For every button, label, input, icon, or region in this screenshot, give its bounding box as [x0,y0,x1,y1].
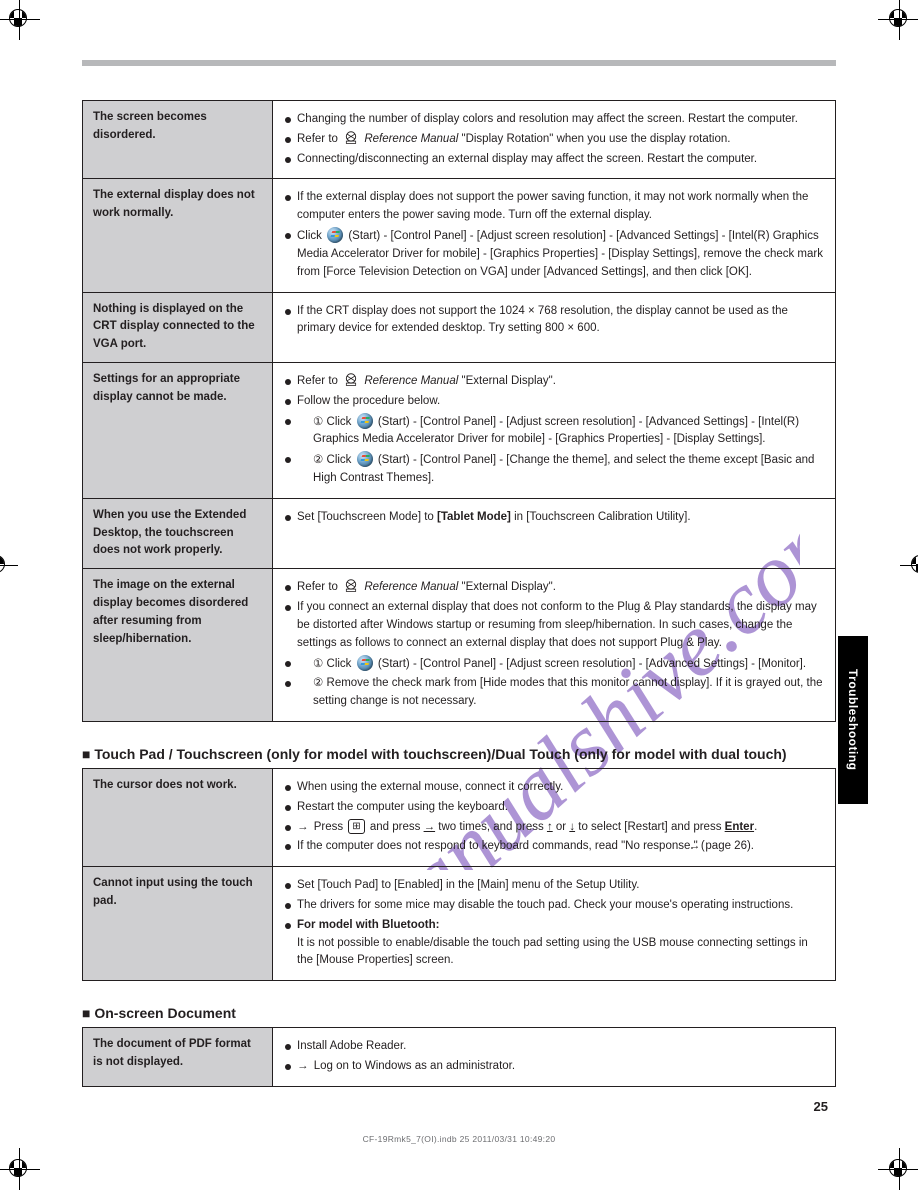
windows-start-icon [327,227,343,243]
row-label: The external display does not work norma… [83,179,273,292]
row-content: Set [Touchscreen Mode] to [Tablet Mode] … [273,498,836,568]
list-item: If the computer does not respond to keyb… [283,838,825,856]
reference-manual-icon [343,131,359,145]
list-item: Refer to Reference Manual "External Disp… [283,579,825,597]
bullet-list: Refer to Reference Manual "External Disp… [283,373,825,488]
row-content: If the CRT display does not support the … [273,292,836,362]
troubleshoot-table: The screen becomes disordered. Changing t… [82,100,836,722]
bullet-list: Changing the number of display colors an… [283,111,825,168]
registration-mark [0,544,18,586]
list-item: Changing the number of display colors an… [283,111,825,129]
bullet-list: If the external display does not support… [283,189,825,281]
row-content: Install Adobe Reader. Log on to Windows a… [273,1028,836,1087]
header-bar [82,60,836,66]
table-row: The external display does not work norma… [83,179,836,292]
table-row: Cannot input using the touch pad. Set [To… [83,867,836,981]
list-item: If the external display does not support… [283,189,825,225]
table-row: The cursor does not work. When using the … [83,768,836,866]
bullet-list: When using the external mouse, connect i… [283,779,825,856]
list-item: For model with Bluetooth:It is not possi… [283,917,825,970]
table-row: When you use the Extended Desktop, the t… [83,498,836,568]
page-content: The screen becomes disordered. Changing t… [82,100,836,1107]
registration-mark [878,1148,918,1190]
bullet-list: Set [Touchscreen Mode] to [Tablet Mode] … [283,509,825,527]
list-item: Refer to Reference Manual "Display Rotat… [283,131,825,149]
troubleshoot-table: ■ Touch Pad / Touchscreen (only for mode… [82,742,836,981]
list-item: ① Click (Start) - [Control Panel] - [Adj… [283,655,825,674]
row-label: When you use the Extended Desktop, the t… [83,498,273,568]
list-item: Refer to Reference Manual "External Disp… [283,373,825,391]
registration-mark [0,1148,40,1190]
row-label: Cannot input using the touch pad. [83,867,273,981]
list-item: Press ⊞ and press → two times, and press… [283,819,825,837]
side-tab-troubleshooting: Troubleshooting [838,636,868,804]
troubleshoot-table: ■ On-screen DocumentThe document of PDF … [82,1001,836,1087]
table-row: Nothing is displayed on the CRT display … [83,292,836,362]
bullet-list: Set [Touch Pad] to [Enabled] in the [Mai… [283,877,825,970]
section-caption: ■ On-screen Document [82,1001,836,1027]
row-label: The image on the external display become… [83,569,273,722]
bullet-list: Refer to Reference Manual "External Disp… [283,579,825,711]
list-item: Set [Touch Pad] to [Enabled] in the [Mai… [283,877,825,895]
row-content: When using the external mouse, connect i… [273,768,836,866]
row-content: If the external display does not support… [273,179,836,292]
list-item: If you connect an external display that … [283,599,825,652]
list-item: The drivers for some mice may disable th… [283,897,825,915]
table-row: The screen becomes disordered. Changing t… [83,101,836,179]
list-item: ② Remove the check mark from [Hide modes… [283,675,825,711]
table-row: Settings for an appropriate display cann… [83,362,836,498]
row-label: The document of PDF format is not displa… [83,1028,273,1087]
row-label: Nothing is displayed on the CRT display … [83,292,273,362]
list-item: When using the external mouse, connect i… [283,779,825,797]
row-content: Set [Touch Pad] to [Enabled] in the [Mai… [273,867,836,981]
row-label: The cursor does not work. [83,768,273,866]
list-item: Follow the procedure below. [283,393,825,411]
windows-start-icon [357,413,373,429]
footer-metadata: CF-19Rmk5_7(OI).indb 25 2011/03/31 10:49… [0,1134,918,1144]
keycap-win-icon: ⊞ [348,819,364,834]
reference-manual-icon [343,373,359,387]
list-item: Install Adobe Reader. [283,1038,825,1056]
list-item: Connecting/disconnecting an external dis… [283,151,825,169]
list-item: Set [Touchscreen Mode] to [Tablet Mode] … [283,509,825,527]
row-label: The screen becomes disordered. [83,101,273,179]
row-content: Refer to Reference Manual "External Disp… [273,362,836,498]
registration-mark [0,0,40,40]
table-row: The image on the external display become… [83,569,836,722]
page-number: 25 [814,1099,828,1114]
bullet-list: If the CRT display does not support the … [283,303,825,339]
windows-start-icon [357,655,373,671]
list-item: Restart the computer using the keyboard. [283,799,825,817]
row-label: Settings for an appropriate display cann… [83,362,273,498]
table-row: The document of PDF format is not displa… [83,1028,836,1087]
bullet-list: Install Adobe Reader. Log on to Windows a… [283,1038,825,1076]
list-item: If the CRT display does not support the … [283,303,825,339]
row-content: Refer to Reference Manual "External Disp… [273,569,836,722]
row-content: Changing the number of display colors an… [273,101,836,179]
reference-manual-icon [343,579,359,593]
list-item: Log on to Windows as an administrator. [283,1058,825,1076]
registration-mark [878,0,918,40]
list-item: Click (Start) - [Control Panel] - [Adjus… [283,227,825,281]
section-caption: ■ Touch Pad / Touchscreen (only for mode… [82,742,836,768]
list-item: ② Click (Start) - [Control Panel] - [Cha… [283,451,825,488]
list-item: ① Click (Start) - [Control Panel] - [Adj… [283,413,825,450]
registration-mark [900,544,918,586]
windows-start-icon [357,451,373,467]
